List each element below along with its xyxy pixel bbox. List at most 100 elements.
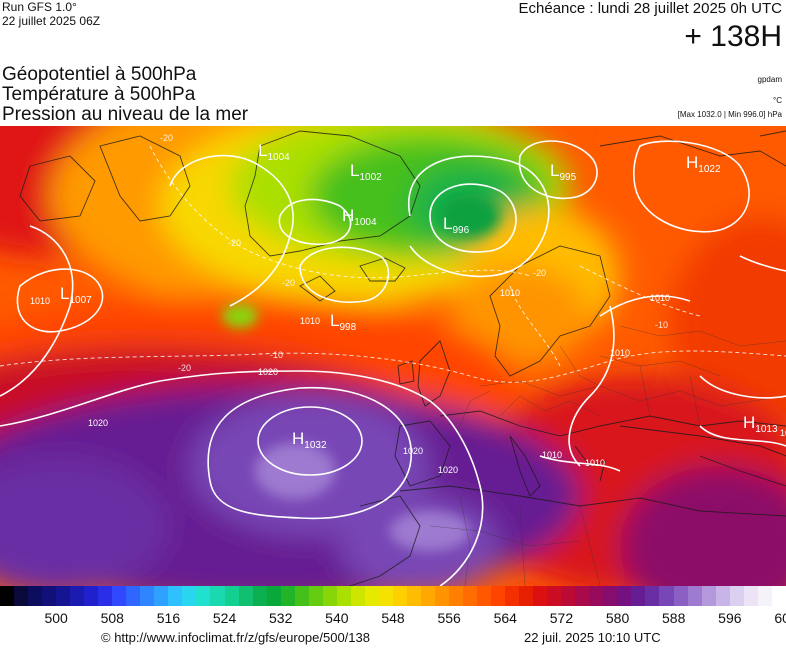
- isobar-label: 1010: [585, 458, 605, 468]
- low-pressure-center: L998: [330, 311, 357, 333]
- colorbar-swatch: [449, 586, 464, 606]
- isotherm-label: -10: [655, 320, 668, 330]
- colorbar-swatch: [477, 586, 492, 606]
- pressure-extrema: [Max 1032.0 | Min 996.0] hPa: [677, 110, 782, 119]
- colorbar-tick-label: 572: [549, 610, 574, 626]
- colorbar-tick-label: 556: [437, 610, 461, 626]
- country-borders: [429, 325, 786, 586]
- colorbar-swatch: [673, 586, 688, 606]
- layer-pressure-title: Pression au niveau de la mer: [2, 104, 249, 125]
- colorbar-swatch: [392, 586, 407, 606]
- colorbar-swatch: [294, 586, 309, 606]
- isobar-label: 1020: [88, 418, 108, 428]
- colorbar-swatch: [266, 586, 281, 606]
- colorbar-tick-label: 500: [44, 610, 68, 626]
- colorbar-swatch: [364, 586, 379, 606]
- colorbar-tick-label: 508: [100, 610, 124, 626]
- low-pressure-center: L995: [550, 161, 577, 183]
- high-pressure-center: H1022: [686, 153, 721, 175]
- colorbar-swatch: [196, 586, 211, 606]
- colorbar-tick-label: 532: [269, 610, 293, 626]
- geopotential-colorbar: [0, 586, 786, 606]
- isotherm-label: -20: [282, 278, 295, 288]
- isotherm-label: -20: [160, 133, 173, 143]
- isobars: [0, 140, 786, 586]
- colorbar-swatch: [547, 586, 562, 606]
- isotherm-label: -20: [533, 268, 546, 278]
- isotherm-label: -10: [270, 350, 283, 360]
- run-date-label: 22 juillet 2025 06Z: [2, 14, 101, 28]
- colorbar-swatch: [0, 586, 15, 606]
- isobar-label: 1010: [650, 293, 670, 303]
- colorbar-swatch: [533, 586, 548, 606]
- colorbar-swatch: [617, 586, 632, 606]
- colorbar-swatch: [589, 586, 604, 606]
- colorbar-swatch: [350, 586, 365, 606]
- isobar-label: 1010: [780, 428, 786, 438]
- colorbar-swatch: [659, 586, 674, 606]
- colorbar-swatch: [687, 586, 702, 606]
- colorbar-swatch: [434, 586, 449, 606]
- colorbar-tick-label: 516: [156, 610, 181, 626]
- colorbar-swatch: [238, 586, 253, 606]
- colorbar-tick-label: 524: [212, 610, 237, 626]
- colorbar-tick-label: 588: [662, 610, 686, 626]
- colorbar-swatch: [70, 586, 85, 606]
- colorbar-swatch: [463, 586, 478, 606]
- colorbar-swatch: [42, 586, 57, 606]
- colorbar-swatch: [224, 586, 239, 606]
- layer-geopotential-title: Géopotentiel à 500hPa: [2, 64, 197, 85]
- colorbar-swatch: [631, 586, 646, 606]
- colorbar-swatch: [406, 586, 421, 606]
- colorbar-tick-label: 580: [605, 610, 630, 626]
- run-model-label: Run GFS 1.0°: [2, 0, 77, 14]
- colorbar-swatch: [645, 586, 660, 606]
- high-pressure-center: H1032: [292, 429, 327, 451]
- colorbar-swatch: [420, 586, 435, 606]
- source-credit[interactable]: © http://www.infoclimat.fr/z/gfs/europe/…: [101, 630, 370, 645]
- isobar-label: 1010: [300, 316, 320, 326]
- low-pressure-center: L1002: [350, 161, 382, 183]
- isotherm-label: -20: [228, 238, 241, 248]
- isobar-label: 1020: [403, 446, 423, 456]
- low-pressure-center: L996: [443, 214, 470, 236]
- colorbar-swatch: [505, 586, 520, 606]
- colorbar-tick-label: 604: [774, 610, 786, 626]
- colorbar-tick-label: 540: [325, 610, 349, 626]
- geopotential-field: [0, 126, 786, 586]
- isobar-label: 1010: [500, 288, 520, 298]
- low-pressure-center: L1007: [60, 284, 92, 306]
- isotherms: [0, 145, 786, 383]
- colorbar-swatch: [140, 586, 155, 606]
- high-pressure-center: H1013: [743, 413, 778, 435]
- layer-temperature-title: Température à 500hPa: [2, 84, 196, 105]
- isotherm-label: -20: [178, 363, 191, 373]
- isobar-label: 1010: [542, 450, 562, 460]
- colorbar-swatch: [701, 586, 716, 606]
- colorbar-swatch: [561, 586, 576, 606]
- valid-time-label: Echéance : lundi 28 juillet 2025 0h UTC: [518, 0, 783, 17]
- contour-labels: 1020 1020 1020 1020 1010 1010 1010 1010 1010 1010…: [30, 133, 786, 475]
- colorbar-swatch: [182, 586, 197, 606]
- colorbar-tick-label: 564: [493, 610, 517, 626]
- colorbar-swatch: [743, 586, 758, 606]
- colorbar-swatch: [575, 586, 590, 606]
- isobar-label: 1010: [30, 296, 50, 306]
- colorbar-swatch: [491, 586, 506, 606]
- colorbar-tick-label: 548: [381, 610, 405, 626]
- colorbar-swatch: [519, 586, 534, 606]
- temperature-unit: °C: [773, 96, 782, 105]
- isobar-label: 1010: [610, 348, 630, 358]
- colorbar-swatch: [56, 586, 71, 606]
- colorbar-swatch: [757, 586, 772, 606]
- isobar-label: 1020: [258, 367, 278, 377]
- colorbar-tick-label: 596: [718, 610, 742, 626]
- colorbar-swatch: [28, 586, 43, 606]
- generation-timestamp: 22 juil. 2025 10:10 UTC: [524, 630, 661, 645]
- colorbar-swatch: [280, 586, 295, 606]
- colorbar-swatch: [112, 586, 127, 606]
- coastlines: [19, 130, 786, 586]
- colorbar-swatch: [378, 586, 393, 606]
- colorbar-swatch: [126, 586, 141, 606]
- pressure-center-labels: L1004 L1002 H1004 L996 L995 H1022 L1007 L998 H10…: [60, 141, 778, 451]
